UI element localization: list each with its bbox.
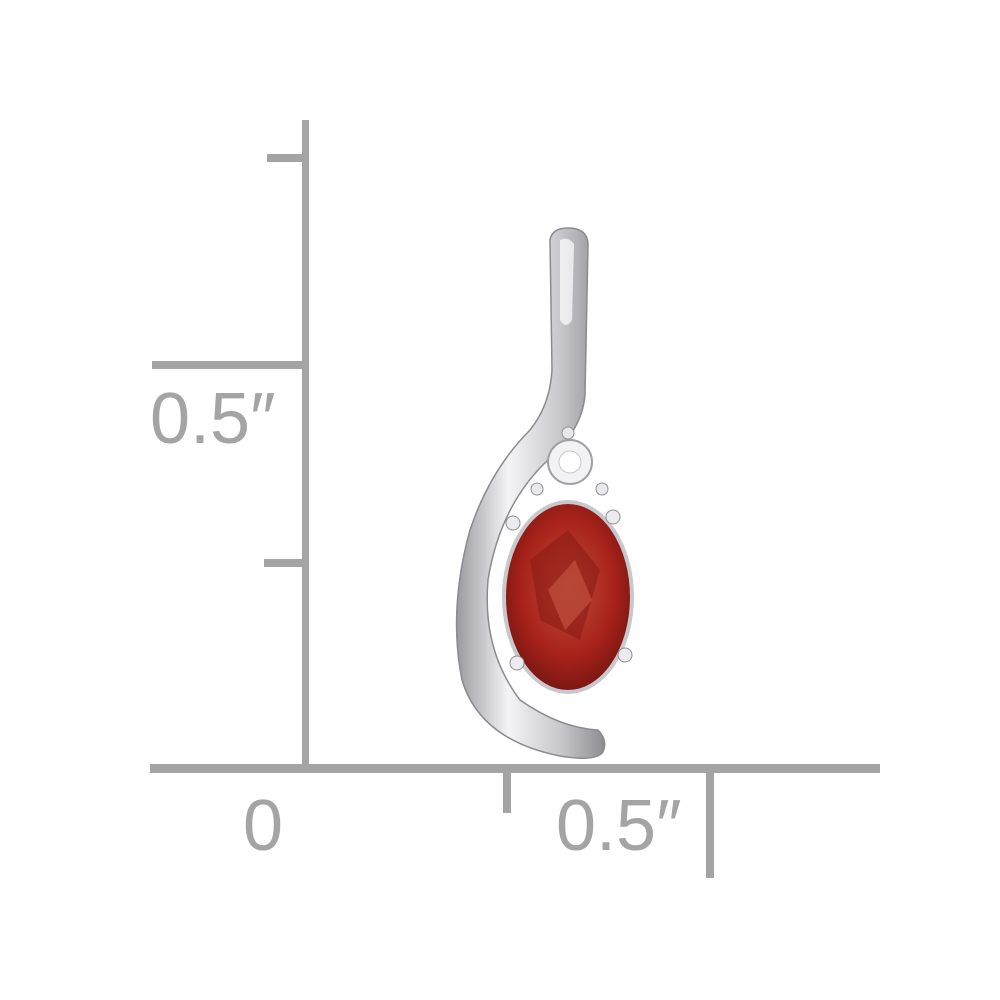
ruler-label-vertical: 0.5″ [150, 379, 276, 459]
garnet-facet-light [548, 560, 592, 630]
ruler-label-horizontal: 0.5″ [556, 786, 682, 866]
ruler-tick-half-inch-horizontal [706, 768, 714, 878]
ruler-tick-quarter [264, 559, 307, 567]
ruler-label-origin: 0 [243, 786, 284, 866]
prong [530, 482, 544, 496]
pendant [455, 227, 634, 759]
prong [605, 509, 621, 525]
ruler-horizontal-axis [150, 764, 880, 773]
ruler-vertical-axis [302, 120, 309, 772]
garnet-prongs [505, 509, 633, 671]
ruler-tick-quarter-horizontal [503, 768, 511, 813]
prong [561, 426, 575, 440]
pendant-bail [455, 227, 606, 759]
prong [617, 647, 633, 663]
bail-highlight [560, 238, 574, 325]
diamond-prongs [530, 426, 609, 496]
prong [595, 482, 609, 496]
ruler-tick-half-inch-vertical [152, 361, 307, 369]
prong [505, 515, 521, 531]
accent-diamond-table [558, 450, 582, 474]
prong [509, 655, 525, 671]
ruler-tick-top [267, 154, 307, 162]
